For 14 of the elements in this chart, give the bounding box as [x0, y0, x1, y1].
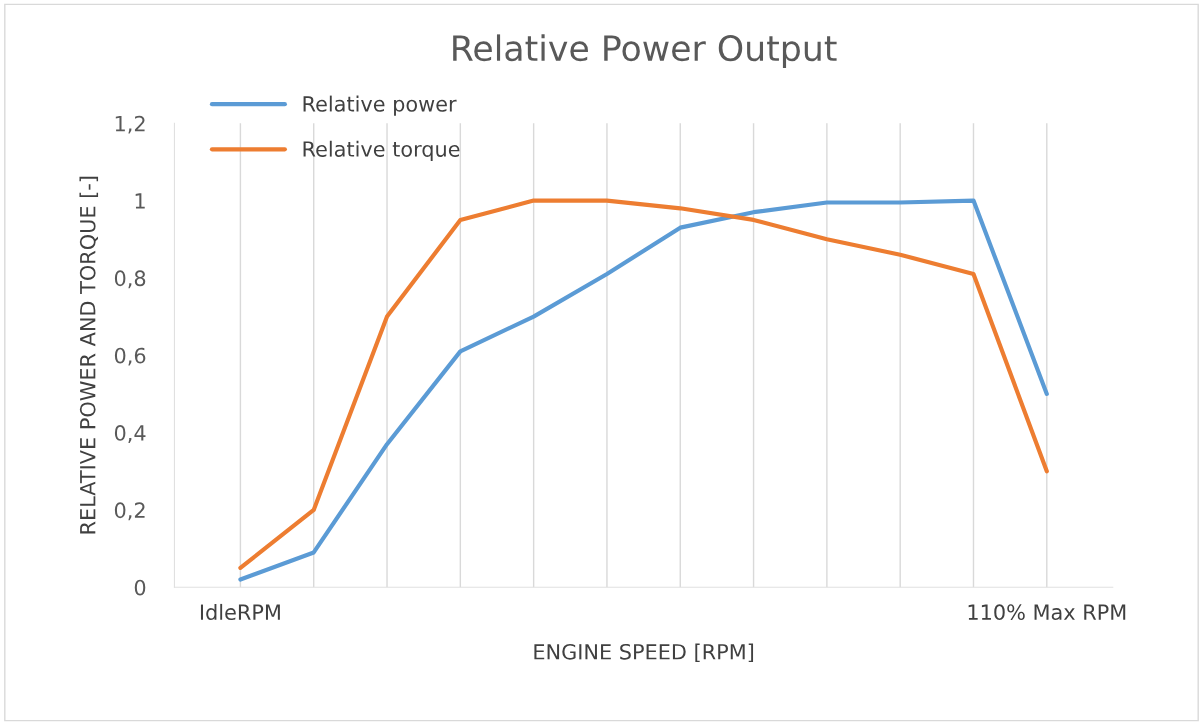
x-tick-label: IdleRPM [200, 603, 280, 621]
y-tick-label: 0,2 [114, 502, 145, 521]
y-tick-label: 0 [134, 579, 146, 596]
y-tick-label: 1,2 [115, 115, 145, 134]
y-tick-label: 0,8 [114, 270, 146, 289]
y-tick-label: 0,4 [114, 425, 146, 443]
x-axis-title: ENGINE SPEED [RPM] [534, 643, 754, 663]
y-tick-label: 0,6 [114, 347, 146, 366]
legend-label: Relative power [303, 95, 457, 116]
y-tick-label: 1 [135, 193, 145, 209]
y-axis-title: RELATIVE POWER AND TORQUE [-] [79, 176, 99, 534]
legend-label: Relative torque [303, 140, 460, 161]
chart-title: Relative Power Output [453, 34, 837, 68]
x-tick-label: 110% Max RPM [968, 604, 1126, 621]
